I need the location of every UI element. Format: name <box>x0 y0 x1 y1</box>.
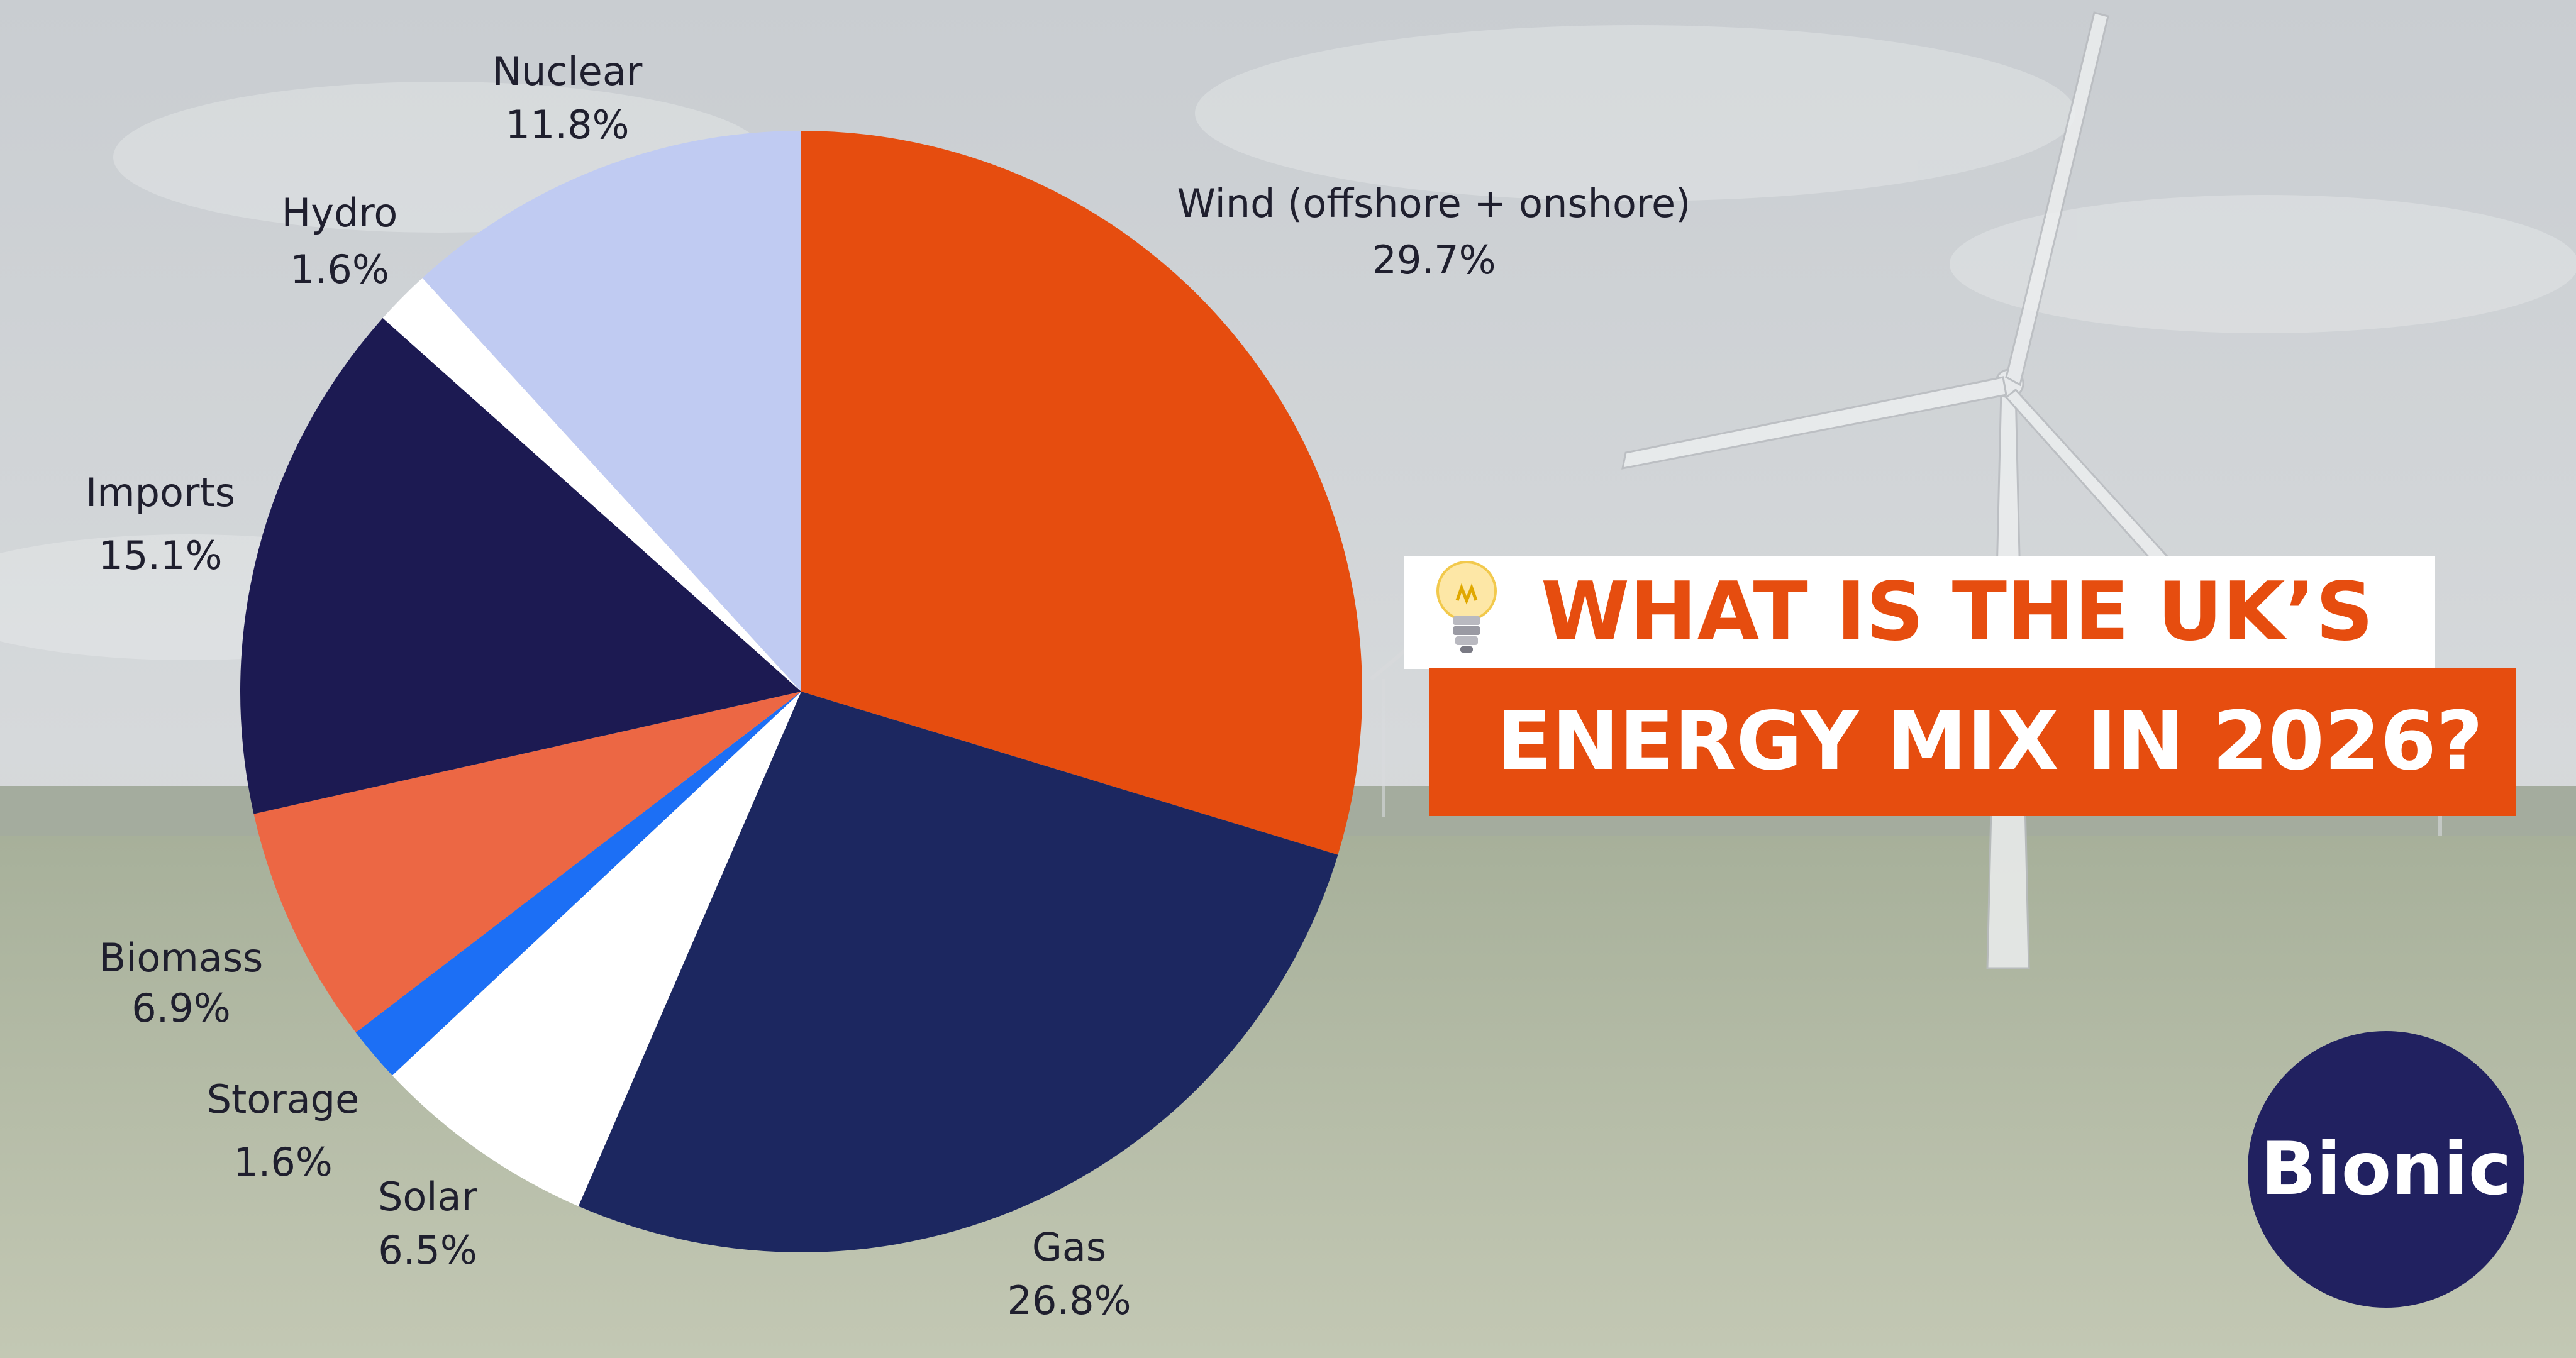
pie-label-imports: Imports <box>86 470 235 516</box>
pie-value-hydro: 1.6% <box>290 246 389 292</box>
bionic-logo: Bionic <box>2248 1031 2524 1308</box>
pie-slice-biomass <box>253 692 801 1033</box>
pie-label-hydro: Hydro <box>282 190 398 236</box>
pie-label-solar: Solar <box>378 1174 478 1220</box>
pie-value-gas: 26.8% <box>1008 1278 1131 1323</box>
pie-slice-solar <box>392 692 801 1206</box>
pie-slice-gas <box>578 692 1338 1252</box>
pie-slice-wind <box>801 131 1363 855</box>
pie-labels: Wind (offshore + onshore) 29.7% Gas 26.8% So… <box>86 48 1690 1323</box>
pie-value-solar: 6.5% <box>378 1227 477 1273</box>
pie-slice-nuclear <box>422 131 801 692</box>
pie-value-imports: 15.1% <box>99 533 223 578</box>
pie-slice-imports <box>240 317 801 814</box>
title-banner-bottom <box>1429 668 2516 816</box>
pie-label-gas: Gas <box>1032 1224 1106 1270</box>
pie-value-biomass: 6.9% <box>131 985 231 1031</box>
pie-value-wind: 29.7% <box>1372 237 1496 283</box>
title-line-1: WHAT IS THE UK’S <box>1541 565 2374 659</box>
pie-value-storage: 1.6% <box>233 1139 333 1185</box>
pie-label-storage: Storage <box>207 1076 360 1122</box>
pie-label-nuclear: Nuclear <box>492 48 643 94</box>
pie-value-nuclear: 11.8% <box>506 102 630 148</box>
pie-label-wind: Wind (offshore + onshore) <box>1177 180 1691 226</box>
logo-text: Bionic <box>2260 1127 2512 1212</box>
title-banner-top <box>1404 556 2435 669</box>
pie-label-biomass: Biomass <box>99 935 264 981</box>
lightbulb-icon <box>1436 561 1497 653</box>
pie-slice-hydro <box>382 278 801 692</box>
pie-chart <box>240 131 1363 1252</box>
pie-slice-storage <box>355 692 801 1076</box>
title-line-2: ENERGY MIX IN 2026? <box>1497 695 2484 788</box>
